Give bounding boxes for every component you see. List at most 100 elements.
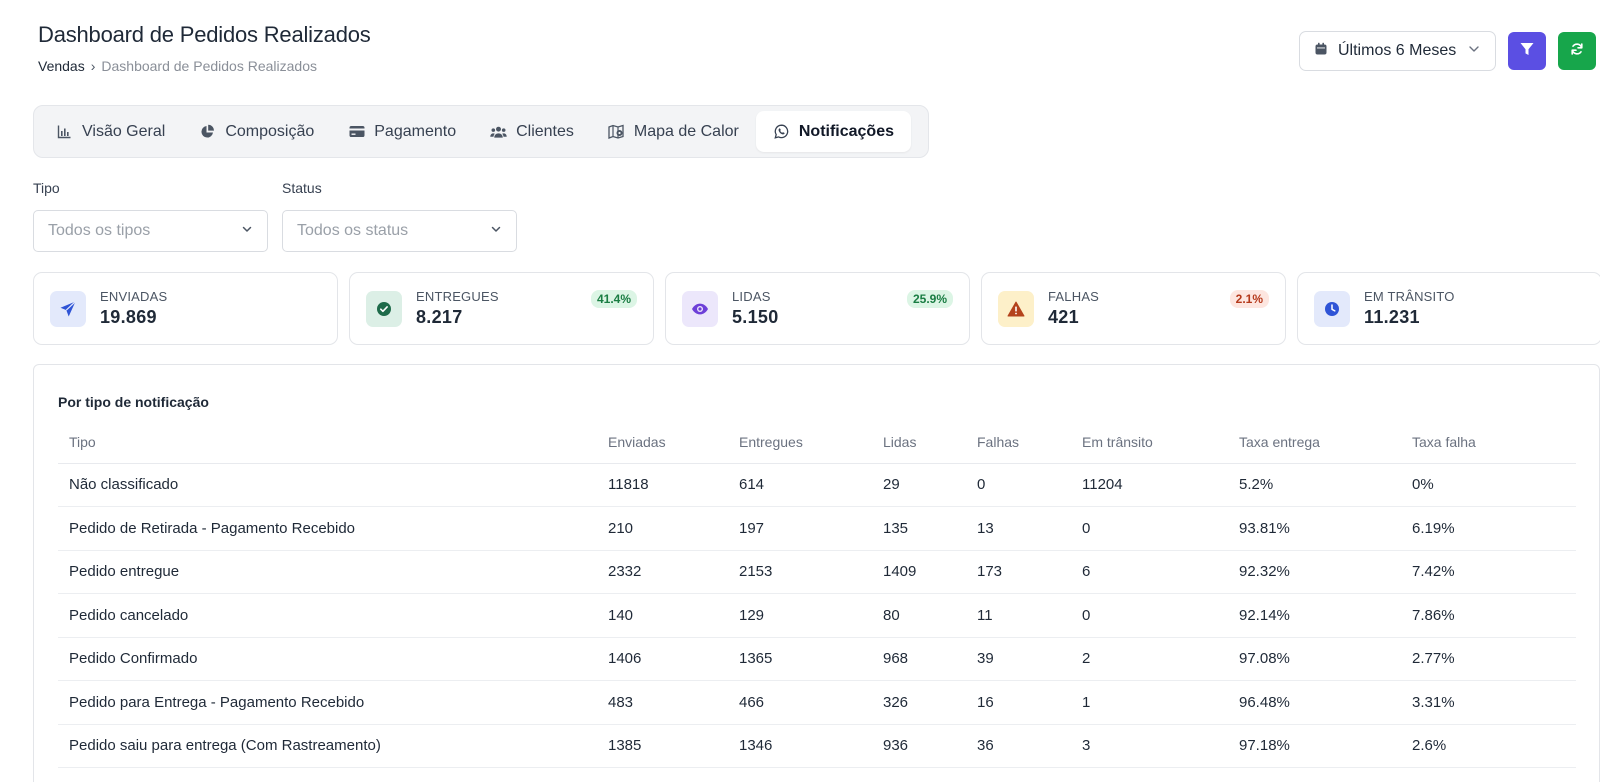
stat-value: 19.869 bbox=[100, 307, 157, 327]
whatsapp-icon bbox=[773, 123, 790, 140]
table-row: Pedido saiu para entrega (Com Rastreamen… bbox=[58, 724, 1576, 768]
table-cell: 7.42% bbox=[1401, 550, 1576, 594]
stat-badge: 25.9% bbox=[906, 290, 953, 308]
send-icon bbox=[50, 290, 86, 327]
table-cell: Pedido entregue bbox=[58, 550, 597, 594]
chevron-down-icon bbox=[490, 222, 502, 240]
tab-label: Visão Geral bbox=[82, 122, 166, 140]
table-cell: 1346 bbox=[728, 724, 872, 768]
breadcrumb-separator: › bbox=[90, 58, 96, 74]
tipo-select[interactable]: Todos os tipos bbox=[33, 210, 268, 252]
filter-tipo: Tipo Todos os tipos bbox=[33, 180, 268, 252]
refresh-button[interactable] bbox=[1558, 32, 1596, 70]
column-header: Enviadas bbox=[597, 421, 728, 464]
table-row: Não classificado 11818 614 29 0 11204 5.… bbox=[58, 463, 1576, 507]
table-cell: 6.19% bbox=[1401, 506, 1576, 551]
table-cell: 39 bbox=[966, 637, 1071, 681]
table-cell: 1385 bbox=[597, 724, 728, 768]
users-icon bbox=[490, 123, 507, 140]
table-cell: Pedido Confirmado bbox=[58, 637, 597, 681]
breadcrumb-current: Dashboard de Pedidos Realizados bbox=[101, 58, 317, 74]
table-cell: 6 bbox=[1071, 550, 1228, 594]
bar-chart-icon bbox=[56, 123, 73, 140]
tab-label: Clientes bbox=[516, 122, 574, 140]
table-cell: 197 bbox=[728, 506, 872, 551]
status-select[interactable]: Todos os status bbox=[282, 210, 517, 252]
period-select[interactable]: Últimos 6 Meses bbox=[1299, 31, 1496, 71]
table-cell: Não classificado bbox=[58, 463, 597, 507]
stat-badge: 2.1% bbox=[1229, 290, 1269, 308]
stat-value: 8.217 bbox=[416, 307, 463, 327]
stat-card-entregues: ENTREGUES 8.217 41.4% bbox=[349, 272, 654, 345]
table-cell: 2332 bbox=[597, 550, 728, 594]
table-cell: 36 bbox=[966, 724, 1071, 768]
breadcrumb-vendas[interactable]: Vendas bbox=[38, 58, 85, 74]
page-title: Dashboard de Pedidos Realizados bbox=[38, 22, 371, 47]
table-cell: 1406 bbox=[597, 637, 728, 681]
stat-value: 11.231 bbox=[1364, 307, 1420, 327]
table-row: Pedido entregue 2332 2153 1409 173 6 92.… bbox=[58, 550, 1576, 594]
tab-mapa-de-calor[interactable]: Mapa de Calor bbox=[591, 111, 756, 152]
period-select-label: Últimos 6 Meses bbox=[1338, 42, 1457, 59]
filter-status: Status Todos os status bbox=[282, 180, 517, 252]
table-cell: 2.77% bbox=[1401, 637, 1576, 681]
table-cell: 92.32% bbox=[1228, 550, 1401, 594]
table-cell: 1 bbox=[1071, 680, 1228, 725]
column-header: Falhas bbox=[966, 421, 1071, 464]
pie-chart-icon bbox=[199, 123, 216, 140]
table-cell: 13 bbox=[966, 506, 1071, 551]
eye-icon bbox=[682, 290, 718, 327]
table-cell: 0 bbox=[1071, 593, 1228, 638]
status-select-value: Todos os status bbox=[297, 222, 409, 239]
table-cell: 3 bbox=[1071, 724, 1228, 768]
filter-button[interactable] bbox=[1508, 32, 1546, 70]
tab-label: Mapa de Calor bbox=[633, 122, 739, 140]
tipo-select-value: Todos os tipos bbox=[48, 222, 151, 239]
clock-icon bbox=[1314, 290, 1350, 327]
table-cell: 96.48% bbox=[1228, 680, 1401, 725]
table-cell: 0% bbox=[1401, 463, 1576, 507]
table-cell: 29 bbox=[872, 463, 966, 507]
tab-composicao[interactable]: Composição bbox=[182, 111, 331, 152]
column-header: Tipo bbox=[58, 421, 597, 464]
table-cell: 3.31% bbox=[1401, 680, 1576, 725]
table-cell: 2 bbox=[1071, 637, 1228, 681]
table-cell: 93.81% bbox=[1228, 506, 1401, 551]
table-cell: Pedido para Entrega - Pagamento Recebido bbox=[58, 680, 597, 725]
top-actions: Últimos 6 Meses bbox=[1299, 31, 1596, 71]
tab-visao-geral[interactable]: Visão Geral bbox=[39, 111, 182, 152]
table-cell: 614 bbox=[728, 463, 872, 507]
table-cell: 2.6% bbox=[1401, 724, 1576, 768]
stat-badge: 41.4% bbox=[590, 290, 637, 308]
table-row: Pedido Confirmado 1406 1365 968 39 2 97.… bbox=[58, 637, 1576, 681]
tabs-bar: Visão Geral Composição Pagamento Cliente… bbox=[33, 105, 929, 158]
stat-card-falhas: FALHAS 421 2.1% bbox=[981, 272, 1286, 345]
tab-pagamento[interactable]: Pagamento bbox=[331, 111, 473, 152]
stat-value: 421 bbox=[1048, 307, 1079, 327]
table-cell: 2153 bbox=[728, 550, 872, 594]
table-cell: 210 bbox=[597, 506, 728, 551]
table-cell: 326 bbox=[872, 680, 966, 725]
table-cell: 173 bbox=[966, 550, 1071, 594]
table-row: Pedido cancelado 140 129 80 11 0 92.14% … bbox=[58, 593, 1576, 638]
table-cell: 92.14% bbox=[1228, 593, 1401, 638]
tab-notificacoes[interactable]: Notificações bbox=[755, 111, 911, 152]
notification-type-table: Tipo Enviadas Entregues Lidas Falhas Em … bbox=[58, 421, 1576, 768]
table-cell: 135 bbox=[872, 506, 966, 551]
column-header: Lidas bbox=[872, 421, 966, 464]
tab-label: Pagamento bbox=[374, 122, 457, 140]
stat-label: EM TRÂNSITO bbox=[1364, 289, 1455, 304]
table-cell: 11 bbox=[966, 593, 1071, 638]
breadcrumb: Vendas › Dashboard de Pedidos Realizados bbox=[38, 58, 371, 74]
stat-card-em-transito: EM TRÂNSITO 11.231 bbox=[1297, 272, 1600, 345]
chevron-down-icon bbox=[1467, 42, 1481, 61]
page-header: Dashboard de Pedidos Realizados Vendas ›… bbox=[38, 22, 371, 74]
table-cell: 140 bbox=[597, 593, 728, 638]
stat-label: ENTREGUES bbox=[416, 289, 499, 304]
warning-icon bbox=[998, 290, 1034, 327]
tab-clientes[interactable]: Clientes bbox=[473, 111, 591, 152]
tab-label: Notificações bbox=[798, 122, 894, 140]
map-pin-icon bbox=[608, 123, 625, 140]
stat-label: ENVIADAS bbox=[100, 289, 168, 304]
table-cell: 5.2% bbox=[1228, 463, 1401, 507]
